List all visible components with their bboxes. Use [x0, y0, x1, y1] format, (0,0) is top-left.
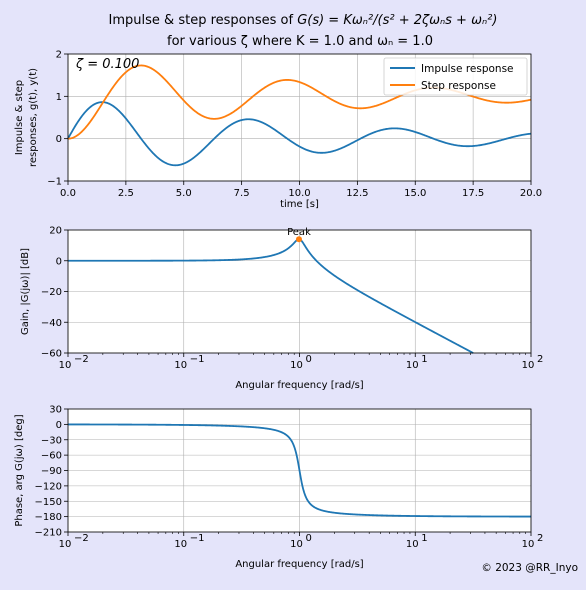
phase-xtick-label: 10 [59, 539, 72, 550]
time-response-xtick-label: 12.5 [346, 188, 368, 199]
gain-xtick-exponent: 0 [306, 354, 312, 365]
phase-panel: 10−210−1100101102300−30−60−90−120−150−18… [14, 405, 543, 571]
phase-ytick-label: −90 [41, 466, 62, 477]
phase-xtick-label: 10 [174, 539, 187, 550]
time-response-xtick-label: 10.0 [288, 188, 310, 199]
time-response-xtick-label: 15.0 [404, 188, 426, 199]
phase-line [68, 423, 531, 518]
gain-ytick-label: −60 [41, 349, 62, 360]
gain-xtick-label: 10 [290, 360, 303, 371]
phase-xtick-label: 10 [522, 539, 535, 550]
time-response-ytick-label: 0 [56, 134, 62, 145]
phase-xtick-label: 10 [290, 539, 303, 550]
gain-xtick-label: 10 [522, 360, 535, 371]
phase-ytick-label: 0 [56, 420, 62, 431]
gain-ytick-label: 20 [49, 226, 62, 237]
phase-lines [68, 423, 531, 518]
gain-line [68, 238, 474, 354]
time-response-ytick-label: −1 [47, 177, 62, 188]
phase-xtick-exponent: 1 [421, 533, 427, 544]
time-response-ytick-label: 2 [56, 50, 62, 61]
phase-xtick-exponent: −2 [74, 533, 89, 544]
phase-ticks: 10−210−1100101102300−30−60−90−120−150−18… [35, 405, 544, 551]
phase-ylabel: Phase, arg G(jω) [deg] [14, 414, 25, 526]
copyright: © 2023 @RR_Inyo [481, 562, 578, 574]
gain-xtick-label: 10 [59, 360, 72, 371]
time-response-panel: 0.0 2.5 5.0 7.5 10.0 12.5 15.0 17.5 20.0 −1 0 1 2 ζ … [14, 50, 542, 211]
time-response-xtick-label: 5.0 [176, 188, 192, 199]
phase-xtick-exponent: −1 [190, 533, 205, 544]
legend: Impulse response Step response [383, 57, 528, 96]
time-response-xtick-label: 20.0 [520, 188, 542, 199]
figure-title-prefix: Impulse & step responses of [109, 13, 298, 28]
phase-ytick-label: 30 [49, 405, 62, 416]
time-response-ticks: 0.0 2.5 5.0 7.5 10.0 12.5 15.0 17.5 20.0 −1 0 1 2 [47, 50, 542, 200]
figure-title-formula: G(s) = Kωₙ²/(s² + 2ζωₙs + ωₙ²) [297, 13, 497, 28]
time-response-xtick-label: 17.5 [462, 188, 484, 199]
phase-ytick-label: −180 [35, 512, 62, 523]
legend-impulse-label: Impulse response [421, 63, 514, 75]
phase-xtick-exponent: 0 [306, 533, 312, 544]
gain-ytick-label: −40 [41, 318, 62, 329]
gain-xtick-label: 10 [174, 360, 187, 371]
time-response-xtick-label: 0.0 [60, 188, 76, 199]
phase-ytick-label: −60 [41, 451, 62, 462]
figure-title-line2: for various ζ where K = 1.0 and ωₙ = 1.0 [167, 34, 433, 49]
figure-title-line1: Impulse & step responses of G(s) = Kωₙ²/… [109, 13, 498, 28]
time-response-ytick-label: 1 [56, 92, 62, 103]
gain-xtick-exponent: −2 [74, 354, 89, 365]
gain-xlabel: Angular frequency [rad/s] [235, 380, 363, 391]
time-response-ylabel-line2: responses, g(t), y(t) [28, 68, 39, 167]
time-response-xtick-label: 2.5 [118, 188, 134, 199]
time-response-ylabel-line1: Impulse & step [14, 80, 25, 155]
peak-annotation: Peak [287, 227, 311, 238]
phase-ytick-label: −30 [41, 435, 62, 446]
phase-ytick-label: −210 [35, 528, 62, 539]
legend-step-label: Step response [421, 80, 496, 92]
time-response-xtick-label: 7.5 [234, 188, 250, 199]
peak-marker [295, 236, 302, 243]
phase-xtick-exponent: 2 [537, 533, 543, 544]
gain-xtick-exponent: 1 [421, 354, 427, 365]
legend-box [383, 57, 528, 96]
zeta-label: ζ = 0.100 [75, 57, 139, 72]
impulse-response-line [67, 101, 532, 167]
phase-xtick-label: 10 [406, 539, 419, 550]
time-response-xlabel: time [s] [280, 199, 319, 210]
gain-ylabel: Gain, |G(jω)| [dB] [20, 248, 31, 335]
gain-lines [68, 238, 474, 354]
gain-ytick-label: 0 [56, 256, 62, 267]
gain-xtick-exponent: −1 [190, 354, 205, 365]
phase-ytick-label: −150 [35, 497, 62, 508]
phase-xlabel: Angular frequency [rad/s] [235, 559, 363, 570]
phase-ytick-label: −120 [35, 481, 62, 492]
gain-xtick-label: 10 [406, 360, 419, 371]
gain-xtick-exponent: 2 [537, 354, 543, 365]
gain-ytick-label: −20 [41, 287, 62, 298]
